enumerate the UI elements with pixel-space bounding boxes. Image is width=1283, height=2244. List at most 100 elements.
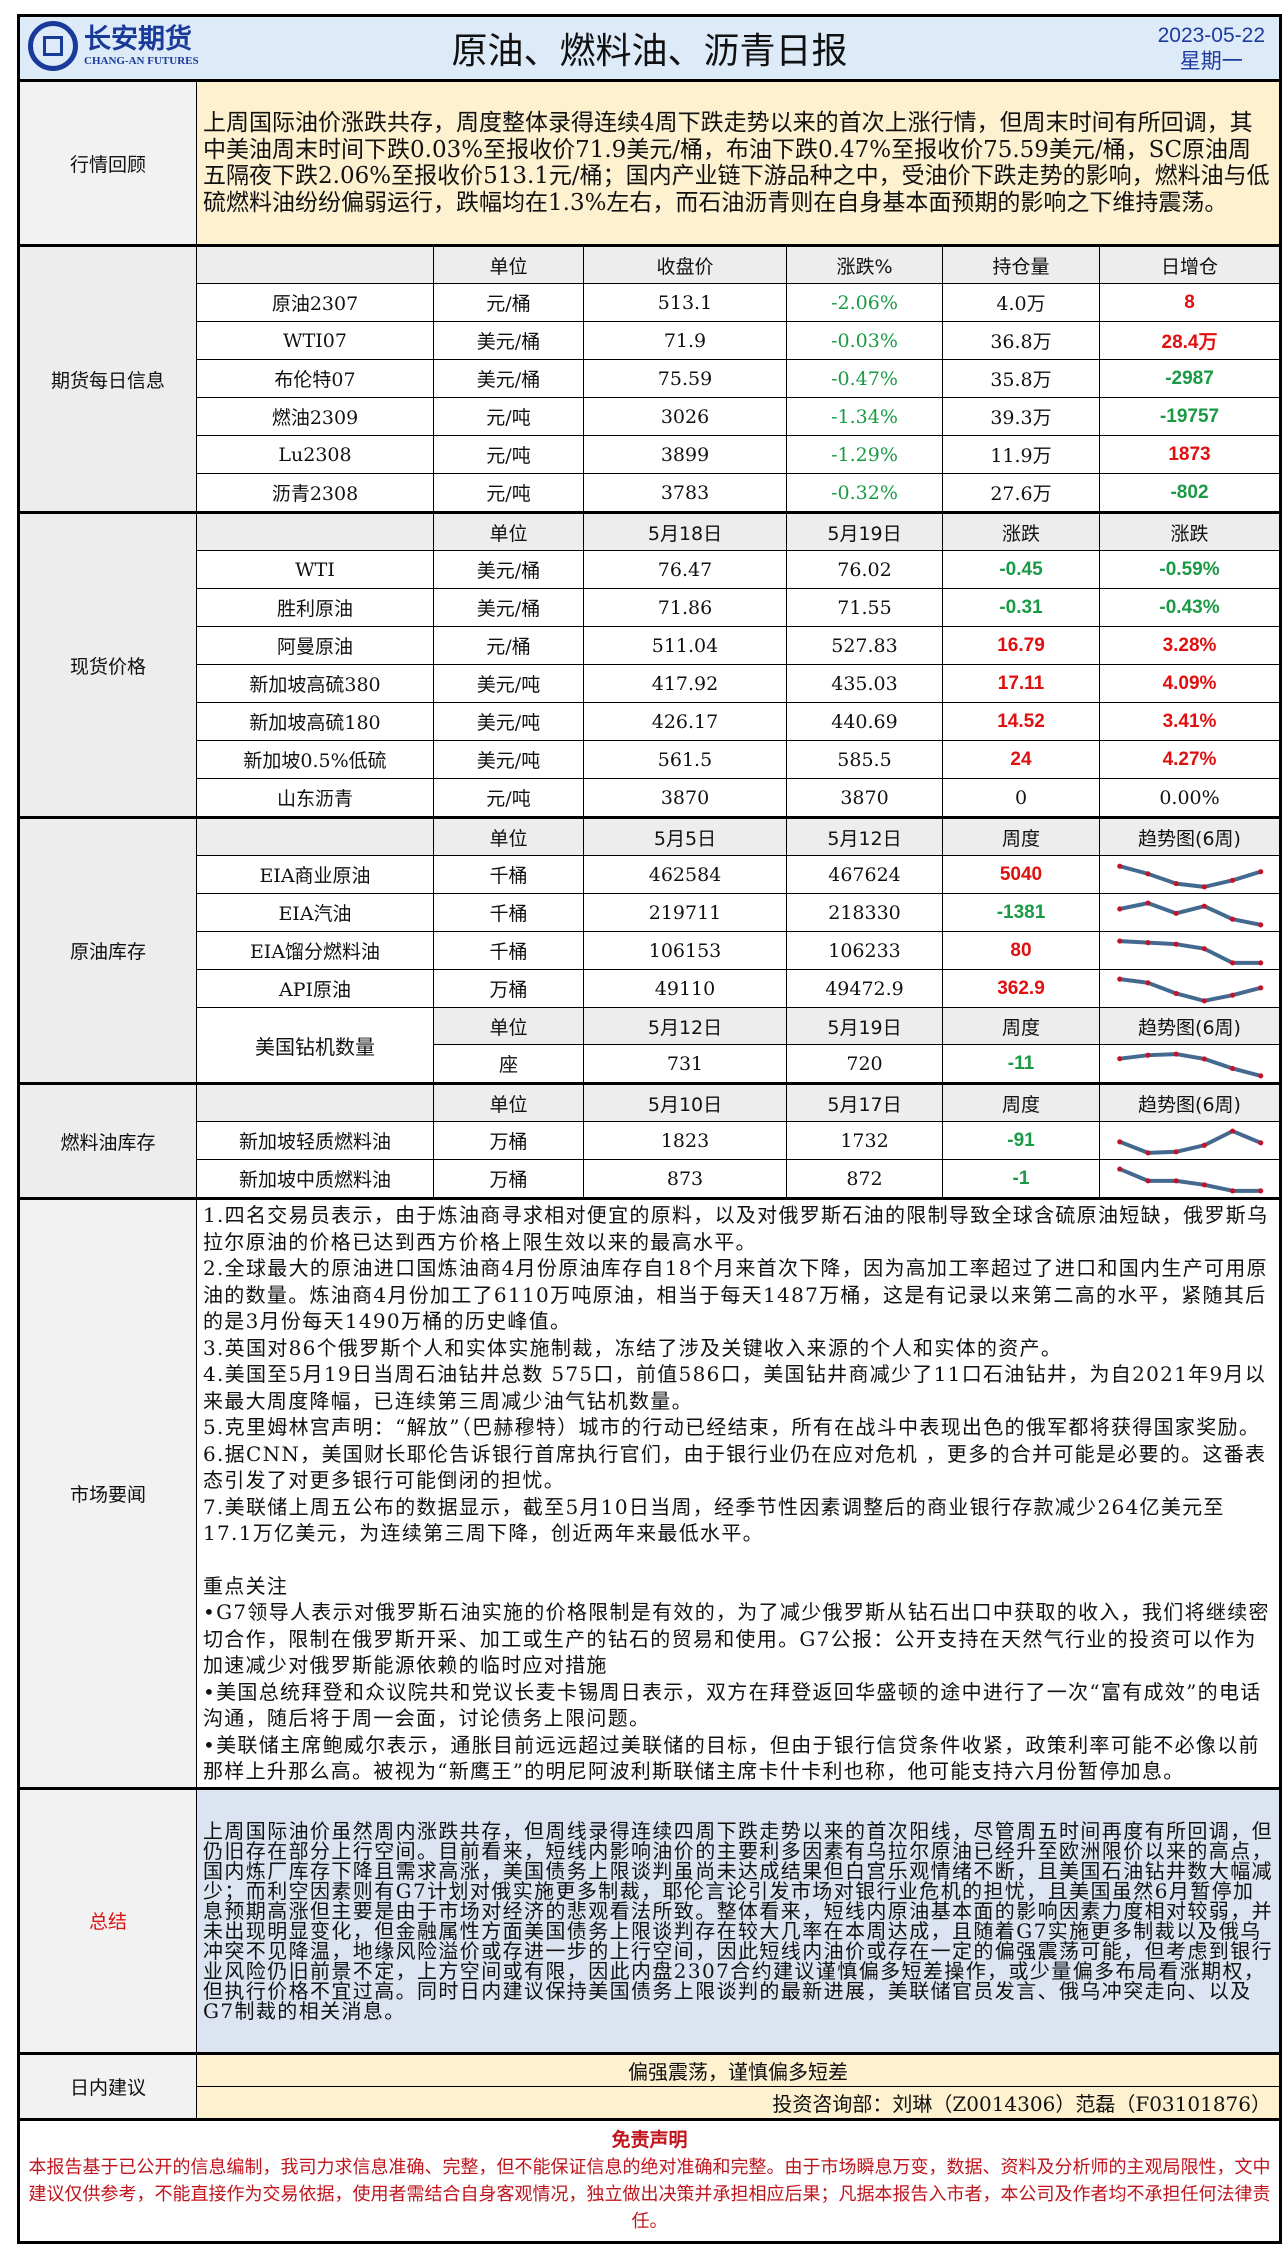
news-item: 1.四名交易员表示，由于炼油商寻求相对便宜的原料，以及对俄罗斯石油的限制导致全球… [203, 1203, 1269, 1254]
header-change-2-cell: 趋势图(6周) [1098, 1007, 1282, 1045]
change-cell: -0.45 [942, 550, 1100, 589]
value-b-cell: 527.83 [786, 626, 943, 665]
value-a-cell: 513.1 [583, 283, 787, 322]
item-name-cell: 燃油2309 [196, 397, 434, 436]
table-row: EIA馏分燃料油 千桶 106153 106233 80 [19, 931, 1282, 970]
value-a-cell: 873 [583, 1159, 787, 1199]
change-2-cell: -0.59% [1098, 550, 1282, 589]
summary-text: 上周国际油价虽然周内涨跌共存，但周线录得连续四周下跌走势以来的首次阳线，尽管周五… [195, 1787, 1282, 2054]
table-row: 新加坡高硫380 美元/吨 417.92 435.03 17.11 4.09% [19, 664, 1282, 703]
news-item: 2.全球最大的原油进口国炼油商4月份原油库存自18个月来首次下降，因为高加工率超… [203, 1256, 1268, 1333]
header-change-cell: -11 [942, 1044, 1100, 1084]
value-b-cell: -1.34% [786, 397, 943, 436]
summary-section: 总结 上周国际油价虽然周内涨跌共存，但周线录得连续四周下跌走势以来的首次阳线，尽… [18, 1787, 1282, 2054]
logo-chinese-name: 长安期货 [84, 24, 192, 55]
trend-point [1229, 877, 1236, 883]
unit-cell: 美元/吨 [433, 740, 584, 779]
value-a-cell: 3899 [583, 435, 787, 474]
value-a-cell: 3783 [583, 473, 787, 513]
trend-point [1145, 939, 1151, 945]
trend-point [1201, 997, 1207, 1003]
unit-cell: 元/桶 [433, 626, 584, 665]
trend-point [1201, 883, 1207, 889]
news-item: 5.克里姆林宫声明：“解放”（巴赫穆特）城市的行动已经结束，所有在战斗中表现出色… [203, 1415, 1261, 1439]
trend-chart-cell [1098, 1121, 1282, 1160]
section-label: 原油库存 [18, 817, 197, 1084]
value-a-cell: 511.04 [583, 626, 787, 665]
trend-point [1117, 1138, 1123, 1144]
value-b-cell: 76.02 [786, 550, 943, 589]
change-cell: -1381 [942, 893, 1100, 932]
trend-point [1173, 910, 1179, 916]
item-name-cell: WTI [196, 550, 434, 589]
table-header-row: 现货价格 单位 5月18日 5月19日 涨跌 涨跌 [18, 512, 1282, 818]
table-header-row: 燃料油库存 单位 5月10日 5月17日 周度 趋势图(6周) [18, 1083, 1282, 1199]
item-name-cell: 布伦特07 [196, 359, 434, 398]
data-section: 原油库存 单位 5月5日 5月12日 周度 趋势图(6周) EIA商业原油 千桶 462584 4… [18, 817, 1282, 1084]
trend-line [1119, 900, 1262, 927]
header-change-2-cell: 涨跌 [1098, 512, 1282, 551]
value-a-cell: 49110 [583, 969, 787, 1008]
change-cell: 27.6万 [942, 473, 1100, 513]
trend-point [1173, 880, 1179, 886]
table-row: 布伦特07 美元/桶 75.59 -0.47% 35.8万 -2987 [19, 359, 1282, 398]
trend-sparkline [1117, 900, 1264, 927]
header-value-b-cell: 涨跌% [786, 245, 943, 284]
header-item-name-cell [196, 1083, 434, 1122]
unit-cell: 元/吨 [433, 473, 584, 513]
data-section: 现货价格 单位 5月18日 5月19日 涨跌 涨跌 WTI 美元/桶 76.47 76.02 -0.… [18, 512, 1282, 818]
value-b-cell: -0.32% [786, 473, 943, 513]
table-header-row: 期货每日信息 单位 收盘价 涨跌% 持仓量 日增仓 [18, 245, 1282, 513]
disclaimer-title: 免责声明 [611, 2128, 688, 2151]
header-unit-cell: 座 [433, 1044, 584, 1084]
table-row: API原油 万桶 49110 49472.9 362.9 [19, 969, 1282, 1008]
change-2-cell: 4.27% [1098, 740, 1282, 779]
table-row: 新加坡高硫180 美元/吨 426.17 440.69 14.52 3.41% [19, 702, 1282, 741]
trend-sparkline [1117, 1166, 1264, 1193]
change-cell: 39.3万 [942, 397, 1100, 436]
value-a-cell: 561.5 [583, 740, 787, 779]
news-label: 市场要闻 [18, 1198, 197, 1789]
value-a-cell: 462584 [583, 855, 787, 894]
trend-line [1119, 1128, 1262, 1155]
header-unit-cell: 单位 [433, 817, 584, 856]
section-label: 现货价格 [18, 512, 197, 818]
disclaimer-text: 本报告基于已公开的信息编制，我司力求信息准确、完整，但不能保证信息的绝对准确和完… [28, 2156, 1271, 2232]
change-cell: 0 [942, 778, 1100, 818]
table-row: 燃油2309 元/吨 3026 -1.34% 39.3万 -19757 [19, 397, 1282, 436]
item-name-cell: 沥青2308 [196, 473, 434, 513]
focus-title: 重点关注 [203, 1573, 289, 1598]
trend-point [1258, 1187, 1264, 1193]
intraday-advice-section: 日内建议 偏强震荡，谨慎偏多短差 投资咨询部：刘琳（Z0014306）范磊（F0… [18, 2052, 1282, 2120]
trend-chart-cell [1098, 969, 1282, 1008]
item-name-cell: 新加坡轻质燃料油 [196, 1121, 434, 1160]
value-b-cell: 49472.9 [786, 969, 943, 1008]
change-2-cell: 4.09% [1098, 664, 1282, 703]
change-cell: 4.0万 [942, 283, 1100, 322]
change-2-cell: 0.00% [1098, 778, 1282, 818]
trend-chart-cell [1098, 931, 1282, 970]
table-row: 新加坡中质燃料油 万桶 873 872 -1 [19, 1159, 1282, 1199]
unit-cell: 美元/桶 [433, 588, 584, 627]
header-value-a-cell: 5月18日 [583, 512, 787, 551]
value-b-cell: 435.03 [786, 664, 943, 703]
trend-point [1258, 984, 1264, 990]
trend-point [1117, 905, 1123, 912]
news-item: 6.据CNN，美国财长耶伦告诉银行首席执行官们，由于银行业仍在应对危机 ，更多的… [203, 1441, 1267, 1493]
value-b-cell: 218330 [786, 893, 943, 932]
table-header-row: 原油库存 单位 5月5日 5月12日 周度 趋势图(6周) [18, 817, 1282, 1084]
trend-sparkline [1117, 1051, 1264, 1078]
item-name-cell: API原油 [196, 969, 434, 1008]
header-change-cell: 周度 [942, 1007, 1100, 1045]
header-unit-cell: 单位 [433, 1007, 584, 1045]
header-item-name-cell: 美国钻机数量 [196, 1007, 434, 1084]
report-header: 长安期货 CHANG-AN FUTURES 原油、燃料油、沥青日报 2023-0… [17, 15, 1282, 81]
header-item-name-cell [196, 245, 434, 284]
table-row: 沥青2308 元/吨 3783 -0.32% 27.6万 -802 [19, 473, 1282, 513]
item-name-cell: 新加坡中质燃料油 [196, 1159, 434, 1199]
change-2-cell: -19757 [1098, 397, 1282, 436]
item-name-cell: WTI07 [196, 321, 434, 360]
unit-cell: 千桶 [433, 931, 584, 970]
table-header-row: 美国钻机数量 单位 5月12日 5月19日 周度 趋势图(6周) [19, 1007, 1282, 1084]
value-a-cell: 71.86 [583, 588, 787, 627]
